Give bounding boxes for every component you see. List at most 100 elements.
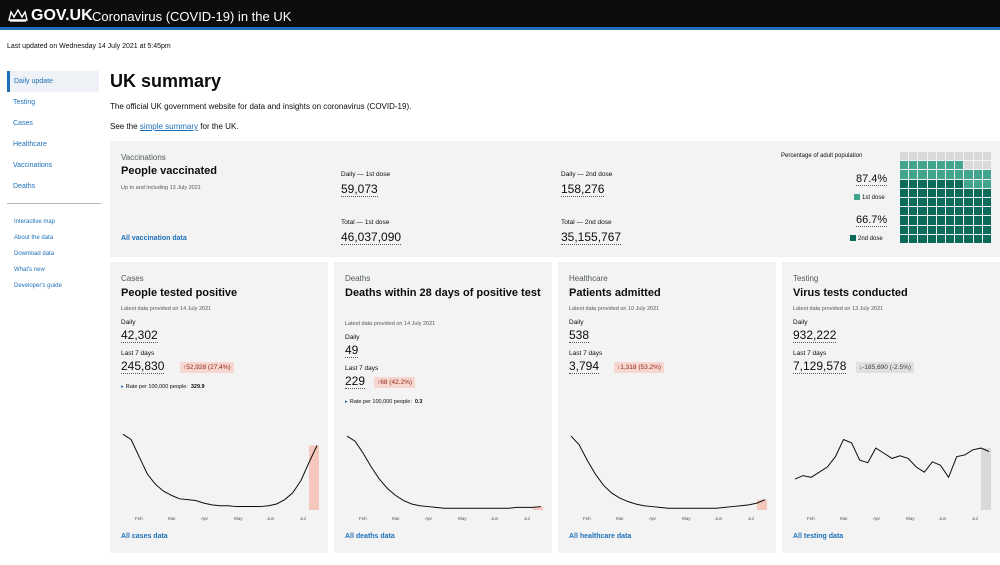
waffle-cell bbox=[909, 234, 918, 243]
govuk-logo[interactable]: GOV.UK bbox=[31, 7, 93, 24]
x-tick-label: Apr bbox=[425, 516, 433, 521]
daily-label: Daily bbox=[793, 319, 808, 326]
waffle-cell bbox=[918, 234, 927, 243]
waffle-cell bbox=[945, 216, 955, 225]
week-value: 229 bbox=[345, 374, 366, 389]
waffle-cell bbox=[918, 197, 927, 207]
waffle-cell bbox=[982, 216, 991, 225]
waffle-cell bbox=[900, 179, 909, 188]
testing-card: Testing Virus tests conducted Latest dat… bbox=[782, 262, 1000, 553]
second-dose-swatch bbox=[850, 235, 856, 241]
all-cases-data-link[interactable]: All cases data bbox=[121, 533, 168, 540]
daily-value: 42,302 bbox=[121, 328, 158, 343]
waffle-cell bbox=[964, 179, 973, 188]
waffle-cell bbox=[909, 207, 918, 216]
waffle-cell bbox=[964, 197, 973, 207]
stat-value: 59,073 bbox=[341, 182, 378, 197]
stat-label: Total — 1st dose bbox=[341, 219, 390, 226]
card-title: People tested positive bbox=[121, 287, 238, 299]
total-first-dose: Total — 1st dose 46,037,090 bbox=[341, 219, 402, 246]
change-badge: ↑1,318 (53.2%) bbox=[614, 362, 665, 373]
waffle-cell bbox=[918, 216, 927, 225]
waffle-cell bbox=[936, 188, 945, 197]
sidebar-link-developers-guide[interactable]: Developer's guide bbox=[14, 283, 62, 289]
sidebar-item-cases[interactable]: Cases bbox=[13, 120, 33, 127]
waffle-cell bbox=[900, 207, 909, 216]
daily-label: Daily bbox=[121, 319, 136, 326]
waffle-cell bbox=[955, 161, 964, 170]
cases-chart: Feb Mar Apr May Jun Jul bbox=[122, 433, 319, 521]
all-deaths-data-link[interactable]: All deaths data bbox=[345, 533, 395, 540]
waffle-cell bbox=[964, 161, 973, 170]
waffle-cell bbox=[936, 225, 945, 234]
sidebar-item-daily-update[interactable]: Daily update bbox=[7, 71, 99, 92]
week-value: 3,794 bbox=[569, 359, 600, 374]
waffle-cell bbox=[955, 152, 964, 161]
card-category: Vaccinations bbox=[121, 153, 166, 162]
daily-label: Daily bbox=[569, 319, 584, 326]
daily-second-dose: Daily — 2nd dose 158,276 bbox=[561, 171, 612, 198]
waffle-cell bbox=[927, 207, 936, 216]
waffle-cell bbox=[945, 207, 955, 216]
x-tick-label: May bbox=[234, 516, 243, 521]
sidebar-item-deaths[interactable]: Deaths bbox=[13, 183, 36, 190]
sidebar-link-interactive-map[interactable]: Interactive map bbox=[14, 219, 56, 225]
change-badge: ↑68 (42.2%) bbox=[374, 377, 416, 388]
expand-triangle-icon[interactable]: ▸ bbox=[121, 384, 124, 390]
waffle-cell bbox=[936, 161, 945, 170]
waffle-cell bbox=[927, 161, 936, 170]
waffle-cell bbox=[945, 170, 955, 179]
stat-value: 158,276 bbox=[561, 182, 605, 197]
waffle-cell bbox=[982, 161, 991, 170]
sidebar-item-vaccinations[interactable]: Vaccinations bbox=[13, 162, 53, 169]
rate-value: 329.9 bbox=[190, 384, 205, 390]
x-tick-label: Apr bbox=[649, 516, 657, 521]
sidebar-link-whats-new[interactable]: What's new bbox=[14, 267, 45, 273]
sidebar-item-testing[interactable]: Testing bbox=[13, 99, 36, 106]
last-week-highlight bbox=[756, 499, 767, 510]
card-title: Deaths within 28 days of positive test bbox=[345, 287, 541, 299]
header-bar: GOV.UK Coronavirus (COVID-19) in the UK bbox=[0, 0, 1000, 30]
waffle-cell bbox=[973, 225, 982, 234]
sidebar-divider bbox=[7, 203, 101, 204]
waffle-cell bbox=[927, 170, 936, 179]
waffle-cell bbox=[973, 152, 982, 161]
waffle-cell bbox=[936, 207, 945, 216]
waffle-cell bbox=[955, 188, 964, 197]
rate-label: Rate per 100,000 people: bbox=[349, 399, 412, 405]
x-tick-label: Jul bbox=[524, 516, 530, 521]
waffle-cell bbox=[927, 179, 936, 188]
waffle-cell bbox=[945, 179, 955, 188]
simple-summary-link[interactable]: simple summary bbox=[139, 122, 199, 131]
waffle-cell bbox=[945, 225, 955, 234]
waffle-cell bbox=[918, 207, 927, 216]
card-category: Deaths bbox=[345, 274, 371, 283]
all-healthcare-data-link[interactable]: All healthcare data bbox=[569, 533, 632, 540]
stat-label: Total — 2nd dose bbox=[561, 219, 612, 226]
x-tick-label: Feb bbox=[135, 516, 143, 521]
healthcare-chart: Feb Mar Apr May Jun Jul bbox=[570, 435, 767, 521]
last-updated: Last updated on Wednesday 14 July 2021 a… bbox=[7, 43, 171, 50]
waffle-cell bbox=[927, 197, 936, 207]
waffle-cell bbox=[945, 161, 955, 170]
service-name[interactable]: Coronavirus (COVID-19) in the UK bbox=[92, 9, 292, 24]
change-badge: ↓-185,690 (-2.5%) bbox=[856, 362, 915, 373]
sidebar-link-download-data[interactable]: Download data bbox=[14, 251, 55, 257]
sidebar-link-about-data[interactable]: About the data bbox=[14, 235, 54, 241]
expand-triangle-icon[interactable]: ▸ bbox=[345, 399, 348, 405]
all-testing-data-link[interactable]: All testing data bbox=[793, 533, 844, 540]
stat-value: 35,155,767 bbox=[561, 230, 622, 245]
sidebar-item-healthcare[interactable]: Healthcare bbox=[13, 141, 47, 148]
waffle-cell bbox=[964, 152, 973, 161]
x-tick-label: Mar bbox=[840, 516, 848, 521]
waffle-cell bbox=[982, 188, 991, 197]
daily-value: 538 bbox=[569, 328, 590, 343]
second-dose-percentage: 66.7% bbox=[856, 214, 888, 227]
all-vaccination-data-link[interactable]: All vaccination data bbox=[121, 235, 187, 242]
waffle-cell bbox=[973, 188, 982, 197]
waffle-cell bbox=[909, 170, 918, 179]
waffle-cell bbox=[955, 179, 964, 188]
waffle-cell bbox=[927, 188, 936, 197]
waffle-cell bbox=[973, 207, 982, 216]
stat-value: 46,037,090 bbox=[341, 230, 402, 245]
